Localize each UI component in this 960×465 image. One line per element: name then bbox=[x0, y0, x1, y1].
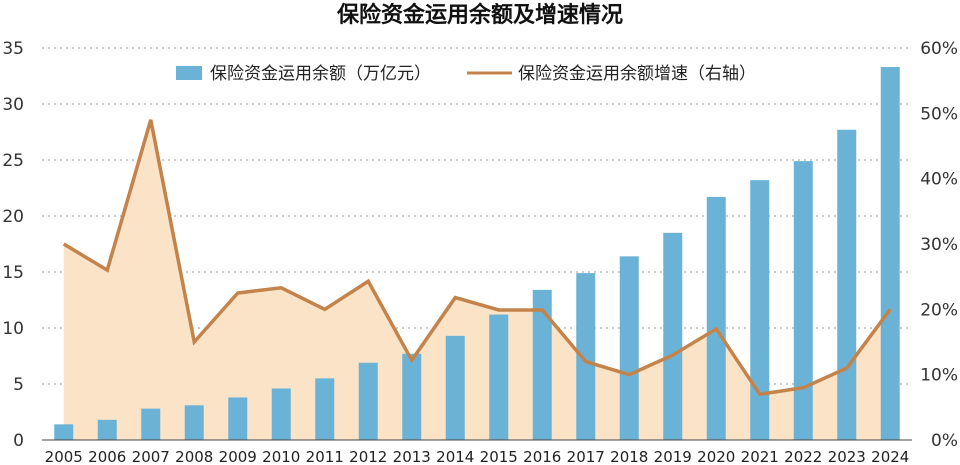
x-tick-label: 2008 bbox=[175, 448, 213, 465]
x-tick-label: 2012 bbox=[349, 448, 387, 465]
x-tick-label: 2022 bbox=[784, 448, 822, 465]
y-left-tick-label: 25 bbox=[2, 151, 24, 171]
balance-bars bbox=[54, 67, 900, 440]
x-tick-label: 2018 bbox=[610, 448, 648, 465]
growth-area-fill bbox=[63, 119, 891, 440]
balance-bar bbox=[793, 161, 813, 440]
x-tick-label: 2023 bbox=[828, 448, 866, 465]
balance-bar bbox=[619, 256, 639, 440]
legend: 保险资金运用余额（万亿元） 保险资金运用余额增速（右轴） bbox=[176, 64, 756, 84]
x-tick-label: 2019 bbox=[654, 448, 692, 465]
y-left-tick-label: 10 bbox=[2, 319, 24, 339]
balance-bar bbox=[228, 397, 248, 440]
balance-bar bbox=[489, 314, 509, 440]
y-right-tick-label: 40% bbox=[920, 170, 958, 190]
x-tick-label: 2006 bbox=[88, 448, 126, 465]
balance-bar bbox=[750, 180, 770, 440]
y-left-tick-label: 0 bbox=[13, 431, 24, 451]
x-tick-label: 2014 bbox=[436, 448, 474, 465]
balance-bar bbox=[837, 129, 857, 440]
balance-bar bbox=[663, 232, 683, 440]
x-tick-label: 2007 bbox=[132, 448, 170, 465]
x-tick-label: 2020 bbox=[697, 448, 735, 465]
balance-bar bbox=[54, 424, 74, 440]
y-right-tick-label: 0% bbox=[931, 431, 958, 451]
axes: 0 5 10 15 20 25 30 35 0% 10% 20% 30% 40% 50% 60% 2005 20… bbox=[2, 39, 958, 465]
y-right-tick-label: 30% bbox=[920, 235, 958, 255]
y-left-tick-label: 20 bbox=[2, 207, 24, 227]
y-left-tick-label: 30 bbox=[2, 95, 24, 115]
y-right-tick-label: 50% bbox=[920, 104, 958, 124]
balance-bar bbox=[402, 353, 422, 440]
x-tick-label: 2005 bbox=[45, 448, 83, 465]
chart-title: 保险资金运用余额及增速情况 bbox=[336, 2, 623, 28]
x-tick-label: 2009 bbox=[219, 448, 257, 465]
legend-bar-label: 保险资金运用余额（万亿元） bbox=[210, 64, 431, 84]
x-tick-label: 2016 bbox=[523, 448, 561, 465]
balance-bar bbox=[184, 405, 204, 440]
legend-bar-swatch bbox=[176, 66, 202, 80]
balance-bar bbox=[576, 273, 596, 440]
y-left-tick-label: 5 bbox=[13, 375, 24, 395]
y-right-tick-label: 10% bbox=[920, 366, 958, 386]
balance-bar bbox=[97, 419, 117, 440]
x-tick-label: 2015 bbox=[480, 448, 518, 465]
x-tick-label: 2011 bbox=[306, 448, 344, 465]
x-tick-label: 2010 bbox=[262, 448, 300, 465]
balance-bar bbox=[445, 335, 465, 440]
balance-bar bbox=[358, 362, 378, 440]
growth-line bbox=[62, 119, 892, 397]
x-tick-label: 2013 bbox=[393, 448, 431, 465]
growth-area bbox=[63, 119, 891, 440]
x-tick-label: 2017 bbox=[567, 448, 605, 465]
balance-bar bbox=[141, 408, 161, 440]
y-right-tick-label: 60% bbox=[920, 39, 958, 59]
y-left-tick-label: 35 bbox=[2, 39, 24, 59]
balance-bar bbox=[880, 67, 900, 440]
balance-bar bbox=[706, 196, 726, 440]
legend-line-label: 保险资金运用余额增速（右轴） bbox=[518, 64, 756, 84]
x-tick-label: 2024 bbox=[871, 448, 909, 465]
balance-bar bbox=[532, 289, 552, 440]
balance-bar bbox=[271, 388, 291, 440]
growth-line-group bbox=[62, 119, 892, 397]
balance-bar bbox=[315, 378, 335, 440]
y-left-tick-label: 15 bbox=[2, 263, 24, 283]
y-right-tick-label: 20% bbox=[920, 300, 958, 320]
x-tick-label: 2021 bbox=[741, 448, 779, 465]
